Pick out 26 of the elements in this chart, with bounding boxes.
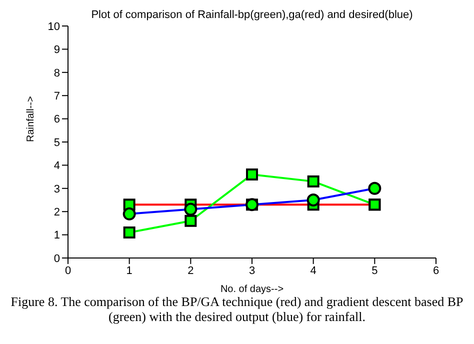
y-tick-label: 10	[48, 20, 60, 33]
y-tick-label: 3	[54, 183, 60, 196]
x-tick-label: 6	[432, 264, 440, 277]
point	[123, 226, 136, 238]
y-tick-label: 5	[54, 136, 60, 149]
x-tick-label: 2	[188, 264, 194, 277]
y-tick-label: 6	[54, 114, 60, 126]
y-tick-label: 2	[54, 206, 60, 219]
x-axis-title: No. of days-->	[220, 284, 284, 295]
point	[307, 175, 320, 188]
point	[246, 168, 258, 180]
x-tick-label: 4	[310, 264, 316, 277]
y-tick-label: 9	[54, 44, 60, 56]
point	[184, 214, 197, 227]
y-tick-label: 7	[54, 90, 60, 103]
y-tick-label: 8	[54, 67, 60, 80]
x-tick-label: 0	[64, 264, 72, 277]
x-tick-label: 1	[126, 264, 132, 277]
caption: Figure 8. The comparison of the BP/GA technique (red) and gradient descent based BP (green) with the desired output (blue) for rainfall.	[10, 294, 464, 324]
y-tick-label: 4	[54, 160, 60, 172]
x-tick-label: 3	[248, 264, 256, 277]
y-tick-label: 0	[54, 252, 60, 265]
x-tick-label: 5	[372, 264, 378, 277]
y-tick-label: 1	[54, 230, 60, 242]
chart-title: Plot of comparison of Rainfall-bp(green),ga(red) and desired(blue)	[90, 8, 414, 22]
y-axis-title: Rainfall-->	[26, 96, 37, 142]
